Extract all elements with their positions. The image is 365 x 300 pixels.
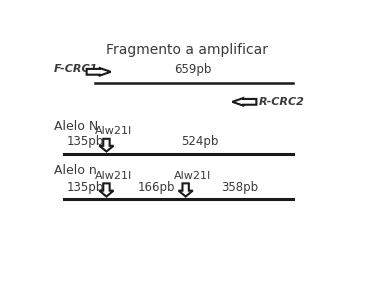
Polygon shape (99, 183, 114, 196)
Text: F-CRC1: F-CRC1 (54, 64, 99, 74)
Text: 659pb: 659pb (174, 63, 211, 76)
Polygon shape (233, 98, 256, 106)
Text: Alw21I: Alw21I (95, 171, 132, 181)
Text: Alelo N: Alelo N (54, 120, 98, 133)
Text: Alw21I: Alw21I (95, 127, 132, 136)
Text: 358pb: 358pb (221, 181, 258, 194)
Text: Fragmento a amplificar: Fragmento a amplificar (106, 43, 268, 57)
Text: Alelo n: Alelo n (54, 164, 97, 177)
Polygon shape (178, 183, 193, 196)
Text: R-CRC2: R-CRC2 (259, 97, 305, 107)
Text: 166pb: 166pb (138, 181, 175, 194)
Text: 135pb: 135pb (67, 181, 104, 194)
Polygon shape (87, 68, 111, 76)
Text: 135pb: 135pb (67, 136, 104, 148)
Text: Alw21I: Alw21I (174, 171, 212, 181)
Polygon shape (99, 139, 114, 152)
Text: 524pb: 524pb (181, 136, 219, 148)
